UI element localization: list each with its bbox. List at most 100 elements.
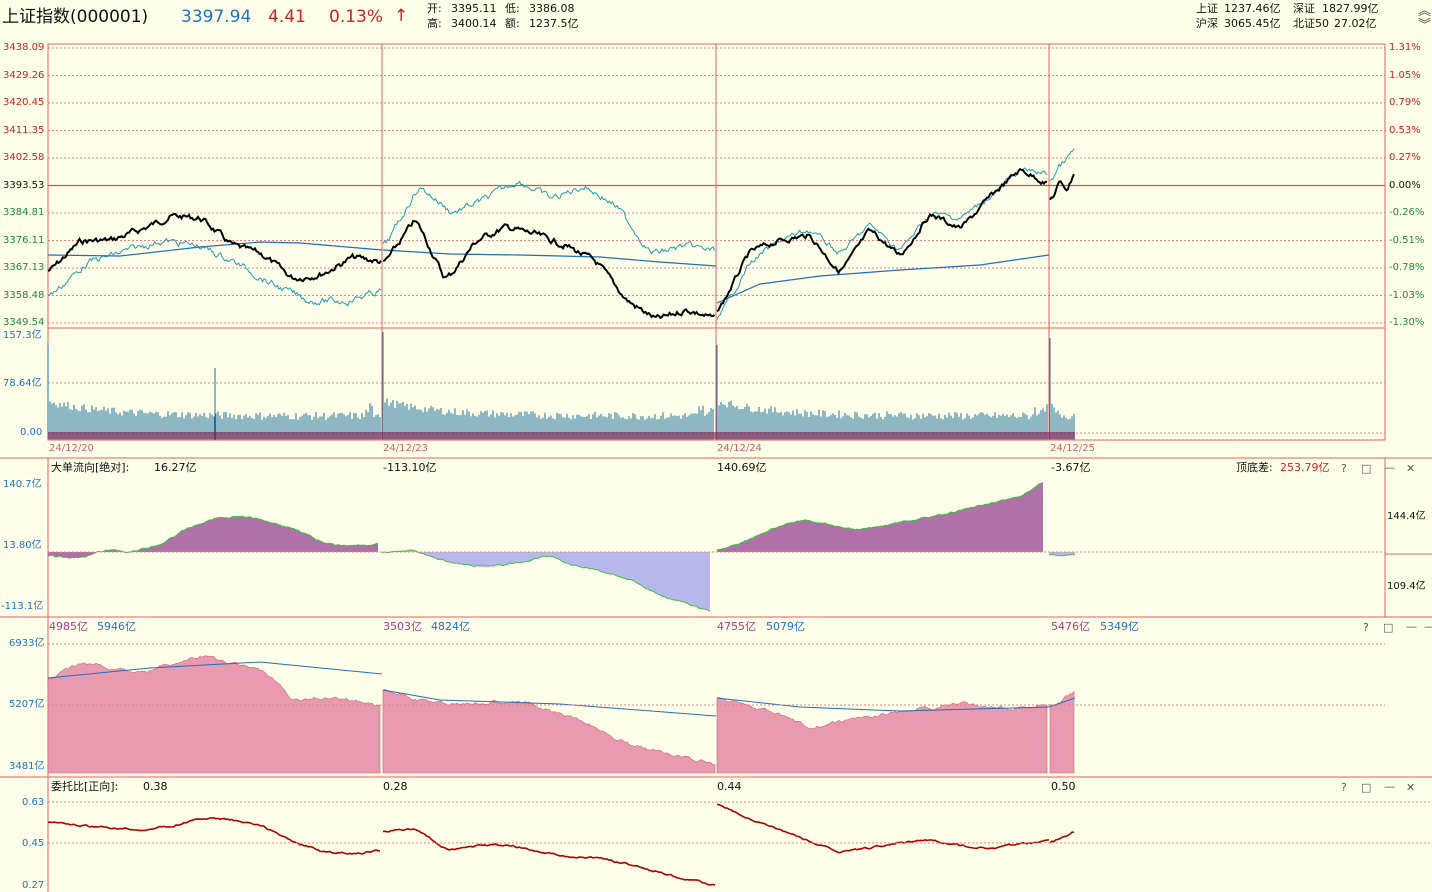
buy-sell-day2-a: 3503亿	[383, 620, 422, 633]
date-label: 24/12/20	[49, 443, 94, 454]
commission-day3: 0.44	[717, 780, 742, 793]
price-y-tick-left: 3367.13	[3, 262, 45, 273]
buy-sell-day3-b: 5079亿	[766, 620, 805, 633]
commission-y-bottom: 0.27	[22, 880, 45, 891]
index-price-line	[47, 212, 382, 283]
index-price-line	[1049, 173, 1075, 201]
average-price-line	[716, 254, 1050, 304]
buy-sell-day3-a: 4755亿	[717, 620, 756, 633]
top-bottom-diff-label: 顶底差:	[1236, 461, 1273, 474]
bz-market-value: 27.02亿	[1334, 17, 1377, 30]
minimize-icon[interactable]: —	[1384, 461, 1395, 474]
commission-ratio-line	[1049, 831, 1075, 844]
price-y-tick-left: 3393.53	[3, 179, 45, 191]
big-order-title: 大单流向[绝对]:	[51, 461, 130, 474]
open-label: 开:	[427, 2, 442, 15]
help-icon[interactable]: ?	[1341, 462, 1347, 475]
price-y-tick-left: 3358.48	[3, 289, 45, 301]
average-price-line	[47, 241, 383, 257]
high-label: 高:	[427, 17, 442, 30]
outflow-area	[382, 549, 710, 612]
index-price-line	[382, 219, 716, 320]
commission-y-top: 0.63	[22, 797, 45, 808]
buy-sell-area	[382, 688, 716, 774]
price-y-tick-left: 3429.26	[3, 69, 45, 81]
buy-sell-day2-b: 4824亿	[431, 620, 470, 633]
cyan-price-line	[382, 180, 715, 255]
price-y-tick-right: -1.30%	[1389, 317, 1425, 328]
top-bottom-diff-value: 253.79亿	[1280, 461, 1330, 474]
sh-market-label: 上证	[1196, 2, 1218, 15]
price-y-tick-right: 0.27%	[1389, 152, 1421, 163]
index-change: 4.41	[268, 7, 306, 27]
date-label: 24/12/25	[1050, 443, 1095, 454]
buy-sell-day4-a: 5476亿	[1051, 620, 1090, 633]
low-label: 低:	[505, 2, 520, 15]
big-order-right-tick-top: 144.4亿	[1387, 511, 1426, 522]
up-arrow-icon: ↑	[394, 6, 409, 26]
help-icon[interactable]: ?	[1363, 621, 1369, 634]
close-icon[interactable]: ✕	[1406, 462, 1416, 475]
commission-day4: 0.50	[1051, 780, 1076, 793]
commission-day1: 0.38	[143, 780, 168, 793]
restore-icon[interactable]: □	[1361, 462, 1372, 475]
buy-sell-y-mid: 5207亿	[9, 699, 45, 710]
volume-base-strip	[48, 432, 1075, 439]
scroll-up-icon[interactable]: ︽	[1418, 4, 1432, 19]
buy-sell-y-top: 6933亿	[9, 638, 45, 649]
volume-bars	[47, 332, 1075, 440]
scroll-down-icon[interactable]: ︾	[1418, 18, 1432, 33]
index-change-pct: 0.13%	[329, 7, 384, 27]
buy-sell-y-bottom: 3481亿	[9, 761, 45, 772]
buy-sell-area	[1049, 690, 1075, 774]
big-order-day1: 16.27亿	[154, 461, 197, 474]
price-y-tick-right: 1.31%	[1389, 42, 1421, 53]
volume-y-tick: 78.64亿	[3, 378, 42, 389]
buy-sell-area	[716, 697, 1048, 774]
minimize-icon[interactable]: —	[1406, 620, 1417, 633]
buy-sell-day1-b: 5946亿	[97, 620, 136, 633]
index-title[interactable]: 上证指数(000001)	[2, 7, 149, 27]
minimize-icon-secondary[interactable]: —	[1424, 620, 1432, 633]
restore-icon[interactable]: □	[1361, 781, 1372, 794]
price-y-tick-right: 0.00%	[1389, 179, 1421, 191]
price-y-tick-left: 3384.81	[3, 207, 45, 218]
price-y-tick-right: 0.79%	[1389, 97, 1421, 108]
volume-y-tick: 0.00	[20, 427, 43, 438]
average-price-line	[382, 249, 717, 267]
price-y-tick-right: -0.78%	[1389, 262, 1425, 273]
low-value: 3386.08	[529, 2, 575, 15]
commission-y-mid: 0.45	[22, 838, 45, 849]
restore-icon[interactable]: □	[1383, 621, 1394, 634]
minimize-icon[interactable]: —	[1384, 780, 1395, 793]
big-order-y-top: 140.7亿	[3, 479, 42, 490]
date-label: 24/12/23	[383, 443, 428, 454]
big-order-day3: 140.69亿	[717, 461, 767, 474]
price-y-tick-left: 3402.58	[3, 152, 45, 163]
big-order-day4: -3.67亿	[1051, 461, 1091, 474]
buy-sell-average-line	[382, 689, 717, 717]
hs-market-label: 沪深	[1196, 17, 1218, 30]
price-y-tick-right: -0.26%	[1389, 207, 1425, 218]
close-icon[interactable]: ✕	[1406, 781, 1416, 794]
cyan-price-line	[1049, 148, 1075, 181]
price-y-tick-left: 3438.09	[3, 42, 45, 53]
commission-ratio-line	[716, 803, 1050, 854]
big-order-line	[47, 515, 379, 559]
inflow-area	[717, 482, 1043, 552]
price-y-tick-left: 3411.35	[3, 124, 45, 136]
price-y-tick-left: 3349.54	[3, 317, 45, 328]
big-order-day2: -113.10亿	[383, 461, 437, 474]
big-order-y-bottom: -113.1亿	[1, 601, 44, 612]
price-y-tick-left: 3376.11	[3, 234, 45, 246]
buy-sell-average-line	[47, 661, 383, 679]
help-icon[interactable]: ?	[1341, 781, 1347, 794]
price-y-tick-right: -0.51%	[1389, 234, 1425, 246]
open-value: 3395.11	[451, 2, 497, 15]
price-y-tick-right: 1.05%	[1389, 69, 1421, 81]
bz-market-label: 北证50	[1293, 17, 1329, 30]
amount-label: 额:	[505, 17, 520, 30]
sh-market-value: 1237.46亿	[1224, 2, 1281, 15]
high-value: 3400.14	[451, 17, 497, 30]
